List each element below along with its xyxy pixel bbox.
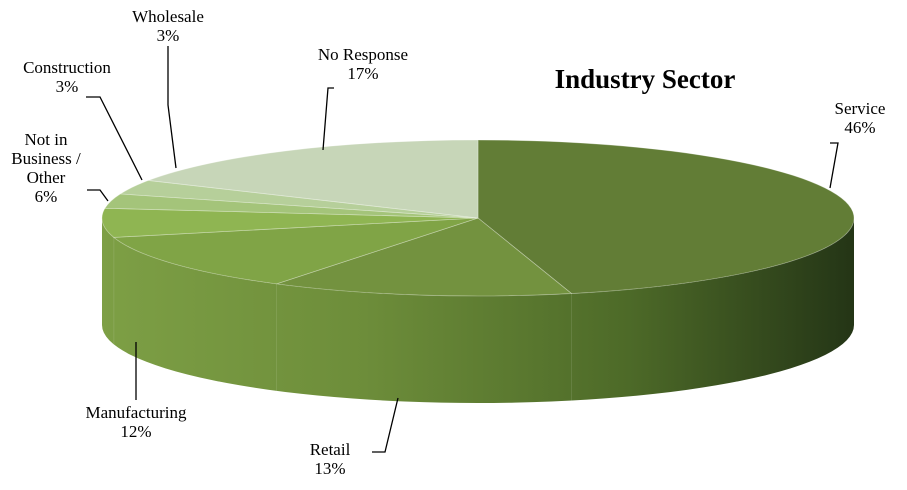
leader-line-not-in-business-other	[87, 189, 109, 202]
slice-label-name-part: Other	[27, 168, 66, 187]
slice-label-construction: Construction 3%	[23, 58, 111, 96]
slice-label-retail: Retail 13%	[310, 440, 351, 478]
pie-slice-no-response	[148, 139, 479, 219]
slice-label-name-part: No Response	[318, 45, 408, 64]
pie-slice-service	[477, 139, 855, 294]
slice-label-manufacturing: Manufacturing 12%	[85, 403, 187, 441]
pie-top-face	[101, 139, 855, 297]
slice-label-wholesale: Wholesale 3%	[132, 7, 204, 45]
slice-label-service: Service 46%	[835, 99, 886, 137]
slice-value-label-service: 46%	[844, 118, 875, 137]
slice-labels: Service 46% Retail 13% Manufacturing 12% Not i…	[11, 7, 885, 478]
slice-label-name-part: Not in	[25, 130, 68, 149]
pie-slice-wholesale	[119, 180, 479, 219]
slice-value-label-construction: 3%	[56, 77, 79, 96]
leader-line-retail	[372, 397, 399, 453]
slice-label-no-response: No Response 17%	[318, 45, 408, 83]
pie-side-wall	[102, 218, 854, 403]
leader-line-service	[829, 142, 839, 189]
slice-label-name-part: Retail	[310, 440, 351, 459]
slice-label-name-part: Construction	[23, 58, 111, 77]
slice-value-label-manufacturing: 12%	[120, 422, 151, 441]
pie-slice-retail	[276, 217, 573, 297]
pie-slice-not-in-business-other	[101, 207, 479, 238]
slice-value-label-wholesale: 3%	[157, 26, 180, 45]
leader-line-wholesale	[167, 46, 177, 169]
slice-label-name-part: Manufacturing	[85, 403, 187, 422]
pie-slice-construction	[104, 193, 479, 219]
slice-label-not-in-business-other: Not in Business / Other 6%	[11, 130, 81, 206]
chart-title: Industry Sector	[555, 64, 736, 94]
slice-value-label-no-response: 17%	[347, 64, 378, 83]
slice-label-name-part: Wholesale	[132, 7, 204, 26]
slice-value-label-retail: 13%	[314, 459, 345, 478]
pie-slice-manufacturing	[112, 217, 479, 285]
pie-side-wall-surface	[102, 218, 854, 403]
leader-line-construction	[86, 96, 143, 181]
slice-label-name-part: Business /	[11, 149, 81, 168]
slice-value-label-not-in-business-other: 6%	[35, 187, 58, 206]
leader-line-no-response	[322, 87, 334, 151]
leader-lines	[86, 46, 839, 453]
slice-label-name-part: Service	[835, 99, 886, 118]
